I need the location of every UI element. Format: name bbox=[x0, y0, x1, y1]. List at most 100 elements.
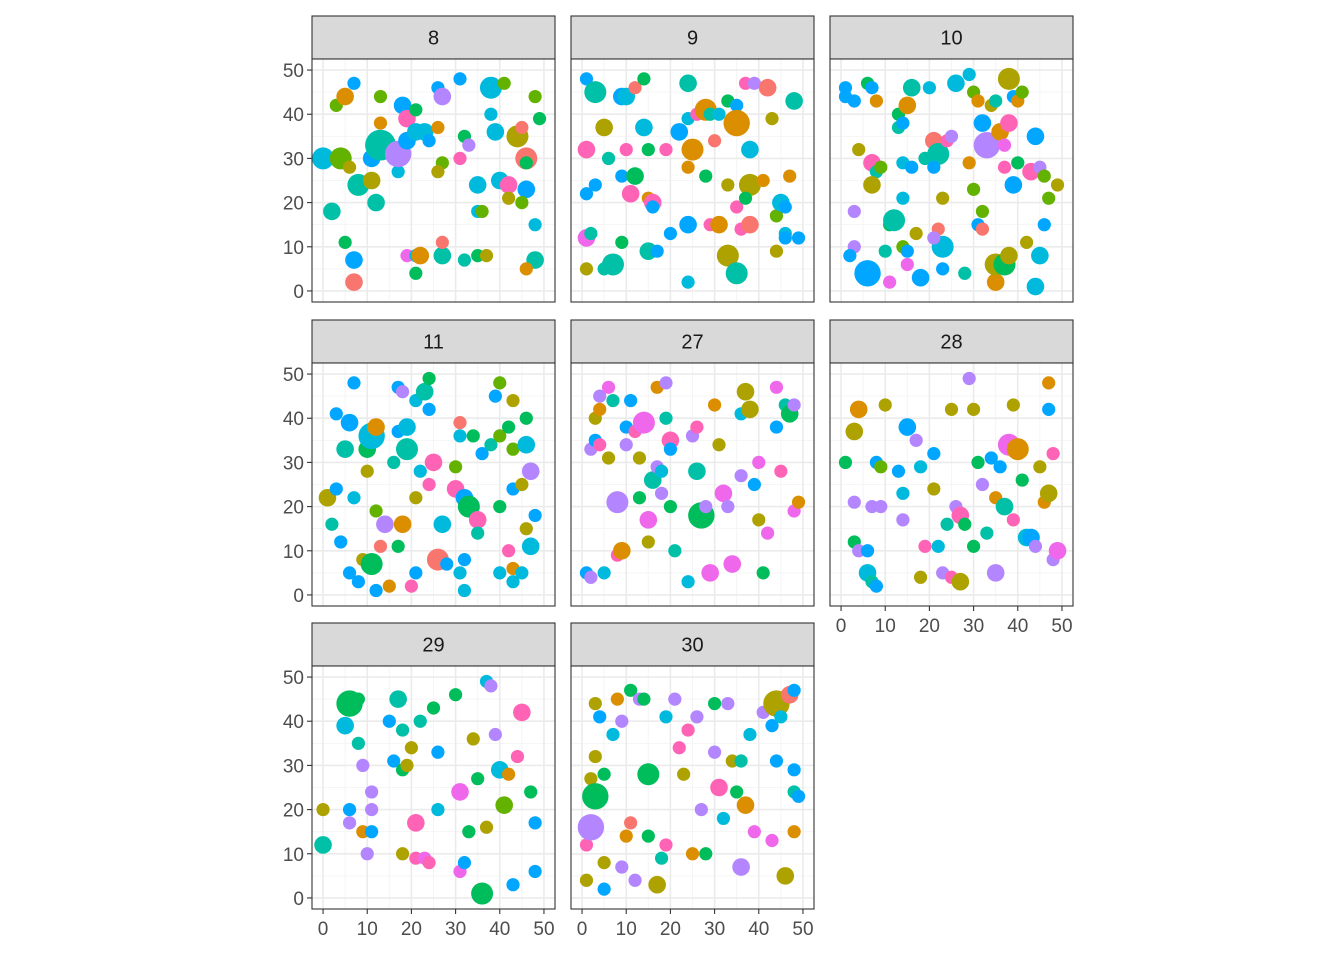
data-point bbox=[847, 204, 861, 219]
y-tick-label: 40 bbox=[283, 105, 304, 126]
facet-strip bbox=[570, 15, 815, 60]
data-point bbox=[778, 231, 792, 245]
data-point bbox=[1006, 398, 1020, 412]
data-point bbox=[741, 400, 759, 419]
data-point bbox=[1037, 169, 1051, 183]
data-point bbox=[624, 816, 638, 830]
data-point bbox=[440, 557, 454, 571]
data-point bbox=[409, 266, 423, 280]
data-point bbox=[365, 825, 379, 839]
data-point bbox=[654, 486, 669, 500]
data-point bbox=[493, 499, 507, 514]
data-point bbox=[351, 736, 365, 750]
data-point bbox=[316, 802, 330, 817]
y-tick-label: 30 bbox=[283, 453, 304, 474]
data-point bbox=[845, 422, 864, 441]
data-point bbox=[883, 275, 897, 289]
data-point bbox=[1033, 460, 1047, 474]
data-point bbox=[986, 564, 1005, 582]
data-point bbox=[422, 477, 436, 492]
data-point bbox=[521, 462, 540, 481]
points bbox=[579, 376, 806, 589]
data-point bbox=[393, 515, 412, 534]
data-point bbox=[1000, 114, 1018, 132]
data-point bbox=[986, 273, 1005, 291]
data-point bbox=[1026, 277, 1045, 296]
data-point bbox=[736, 796, 755, 814]
data-point bbox=[769, 754, 784, 768]
data-point bbox=[847, 94, 861, 108]
data-point bbox=[944, 129, 959, 143]
data-point bbox=[769, 420, 784, 434]
data-point bbox=[1006, 438, 1029, 461]
data-point bbox=[510, 749, 525, 764]
data-point bbox=[579, 873, 594, 887]
data-point bbox=[670, 123, 689, 141]
facet-panel: 27 bbox=[570, 319, 815, 607]
data-point bbox=[730, 200, 744, 214]
data-point bbox=[927, 231, 941, 245]
facet-panel: 11 0 10 20 30 40 50 bbox=[283, 319, 556, 607]
data-point bbox=[453, 416, 467, 430]
x-tick-label: 0 bbox=[836, 616, 847, 637]
data-point bbox=[579, 838, 594, 852]
data-point bbox=[911, 268, 930, 287]
x-tick-label: 20 bbox=[660, 919, 681, 940]
facet-strip bbox=[829, 15, 1074, 60]
data-point bbox=[654, 464, 669, 478]
data-point bbox=[336, 716, 354, 735]
data-point bbox=[528, 89, 542, 104]
data-point bbox=[431, 802, 445, 817]
data-point bbox=[1015, 85, 1029, 99]
data-point bbox=[905, 160, 919, 174]
data-point bbox=[519, 522, 533, 536]
y-tick-label: 20 bbox=[283, 801, 304, 822]
data-point bbox=[426, 701, 441, 715]
data-point bbox=[484, 679, 498, 693]
panel-border bbox=[570, 665, 815, 910]
data-point bbox=[597, 767, 611, 781]
data-point bbox=[1020, 235, 1034, 249]
x-tick-label: 20 bbox=[919, 616, 940, 637]
data-point bbox=[966, 402, 981, 416]
data-point bbox=[681, 723, 695, 737]
data-point bbox=[838, 455, 853, 470]
data-point bbox=[506, 575, 520, 589]
data-point bbox=[389, 690, 407, 708]
data-point bbox=[431, 120, 445, 135]
data-point bbox=[582, 783, 609, 810]
data-point bbox=[913, 570, 928, 584]
data-point bbox=[422, 134, 436, 148]
data-point bbox=[738, 173, 761, 196]
data-point bbox=[869, 579, 883, 593]
data-point bbox=[896, 486, 910, 500]
data-point bbox=[365, 802, 379, 817]
data-point bbox=[448, 460, 463, 474]
data-point bbox=[898, 96, 917, 115]
x-tick-label: 40 bbox=[748, 919, 769, 940]
data-point bbox=[595, 118, 613, 137]
data-point bbox=[488, 727, 502, 742]
data-point bbox=[422, 371, 436, 386]
data-point bbox=[431, 745, 445, 759]
data-point bbox=[785, 92, 803, 110]
data-point bbox=[387, 455, 401, 470]
data-point bbox=[606, 727, 620, 742]
data-point bbox=[475, 446, 489, 461]
data-point bbox=[922, 81, 937, 95]
data-point bbox=[730, 98, 744, 112]
data-point bbox=[791, 231, 806, 245]
y-tick-label: 20 bbox=[283, 498, 304, 519]
data-point bbox=[646, 200, 660, 214]
data-point bbox=[395, 723, 410, 737]
data-point bbox=[993, 460, 1007, 474]
data-point bbox=[360, 464, 374, 478]
data-point bbox=[615, 860, 629, 874]
data-point bbox=[1048, 541, 1067, 560]
data-point bbox=[624, 683, 638, 697]
points bbox=[577, 683, 806, 896]
data-point bbox=[588, 696, 602, 711]
data-point bbox=[756, 566, 770, 580]
data-point bbox=[593, 402, 607, 416]
